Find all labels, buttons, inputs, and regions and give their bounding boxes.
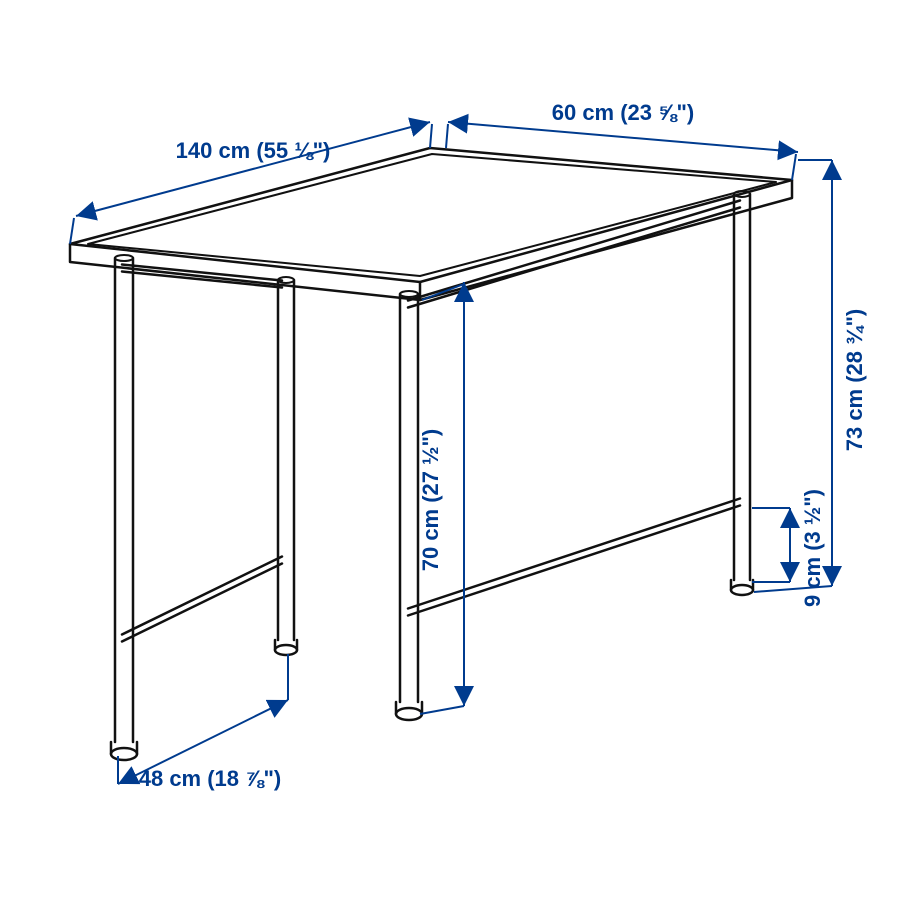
dimension-diagram: 140 cm (55 ⅛") 60 cm (23 ⅝") 73 cm (28 ¾")… [0,0,900,900]
dimension-label-leg_depth: 48 cm (18 ⅞") [139,766,282,791]
dimension-label-length: 140 cm (55 ⅛") [176,138,331,163]
dimension-label-height: 73 cm (28 ¾") [842,309,867,452]
dimension-label-depth: 60 cm (23 ⅝") [552,100,695,125]
dimension-label-under_height: 70 cm (27 ½") [418,429,443,572]
dimension-lines: 140 cm (55 ⅛") 60 cm (23 ⅝") 73 cm (28 ¾")… [70,100,867,791]
dimension-label-foot_height: 9 cm (3 ½") [800,489,825,607]
